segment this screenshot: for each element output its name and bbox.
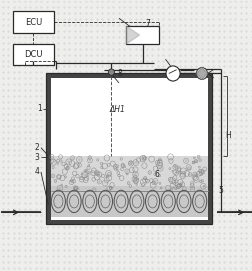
Circle shape: [197, 156, 199, 157]
Text: H: H: [225, 131, 230, 140]
Circle shape: [67, 160, 70, 163]
Circle shape: [54, 180, 56, 182]
Circle shape: [88, 172, 89, 173]
Bar: [13, 44, 53, 65]
Text: ECU: ECU: [25, 18, 42, 27]
Circle shape: [181, 173, 183, 176]
Circle shape: [191, 188, 193, 190]
Text: 6: 6: [154, 170, 159, 179]
Circle shape: [158, 167, 161, 170]
Text: 8: 8: [117, 69, 122, 78]
Text: 2: 2: [35, 143, 39, 152]
Polygon shape: [126, 26, 139, 44]
Circle shape: [88, 159, 91, 162]
Circle shape: [142, 157, 145, 159]
Circle shape: [153, 180, 156, 183]
Circle shape: [52, 175, 54, 177]
Circle shape: [95, 172, 97, 174]
Circle shape: [71, 157, 73, 159]
Circle shape: [195, 161, 196, 162]
Circle shape: [156, 162, 158, 164]
Circle shape: [67, 167, 68, 169]
Circle shape: [88, 157, 90, 159]
Circle shape: [188, 168, 189, 169]
Text: DCU: DCU: [24, 50, 43, 59]
Bar: [50, 78, 207, 220]
Circle shape: [83, 173, 86, 176]
Circle shape: [136, 184, 137, 185]
Circle shape: [178, 172, 179, 173]
Circle shape: [184, 160, 186, 162]
Circle shape: [192, 162, 193, 163]
Circle shape: [58, 187, 61, 190]
Bar: [13, 11, 53, 33]
Circle shape: [80, 177, 82, 179]
Bar: [50, 186, 207, 217]
Circle shape: [194, 160, 196, 162]
Circle shape: [73, 180, 74, 182]
Circle shape: [81, 173, 82, 175]
Bar: [126, 26, 159, 44]
Circle shape: [199, 181, 201, 182]
Circle shape: [133, 178, 135, 181]
Circle shape: [134, 179, 137, 182]
Circle shape: [78, 158, 80, 161]
Circle shape: [98, 180, 100, 183]
Circle shape: [188, 173, 190, 175]
Text: 3: 3: [35, 153, 40, 162]
Circle shape: [65, 186, 66, 187]
Circle shape: [141, 157, 144, 160]
Circle shape: [108, 69, 114, 75]
Circle shape: [193, 173, 195, 175]
Circle shape: [196, 67, 207, 79]
Polygon shape: [196, 67, 207, 79]
Circle shape: [70, 180, 71, 181]
Circle shape: [201, 171, 203, 173]
Circle shape: [76, 189, 77, 190]
Circle shape: [114, 167, 116, 169]
Circle shape: [70, 181, 72, 183]
Circle shape: [134, 173, 136, 176]
Circle shape: [170, 189, 171, 190]
Circle shape: [199, 159, 200, 161]
Circle shape: [165, 66, 179, 81]
Circle shape: [65, 176, 66, 177]
Circle shape: [148, 172, 150, 173]
Circle shape: [74, 187, 76, 189]
Circle shape: [93, 189, 95, 191]
Circle shape: [129, 162, 131, 164]
Text: 4: 4: [35, 167, 40, 176]
Text: ΔH1: ΔH1: [109, 105, 125, 114]
Text: 7: 7: [145, 19, 150, 28]
Circle shape: [173, 166, 176, 168]
Circle shape: [51, 156, 53, 158]
Circle shape: [129, 162, 132, 165]
Circle shape: [176, 167, 179, 170]
Bar: [46, 73, 211, 224]
Circle shape: [128, 182, 129, 184]
Text: 1: 1: [37, 104, 42, 113]
Circle shape: [169, 178, 171, 180]
Bar: [50, 156, 207, 191]
Circle shape: [134, 161, 137, 164]
Circle shape: [125, 170, 128, 173]
Text: 5: 5: [217, 186, 223, 195]
